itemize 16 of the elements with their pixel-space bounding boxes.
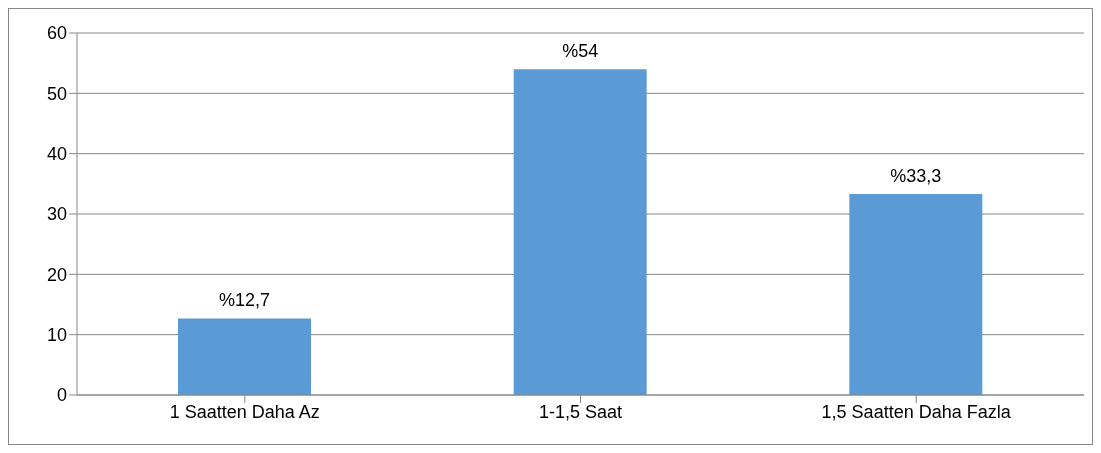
bar xyxy=(513,69,647,395)
x-tick-label: 1-1,5 Saat xyxy=(538,401,623,422)
y-tick-label: 10 xyxy=(46,325,67,346)
data-label: %12,7 xyxy=(218,290,271,311)
data-label: %54 xyxy=(562,41,599,62)
y-tick-label: 0 xyxy=(56,385,67,406)
y-tick-label: 30 xyxy=(46,204,67,225)
bar xyxy=(849,194,983,395)
x-tick-label: 1 Saatten Daha Az xyxy=(169,401,320,422)
y-tick-label: 50 xyxy=(46,83,67,104)
y-tick-label: 20 xyxy=(46,264,67,285)
y-tick-label: 40 xyxy=(46,144,67,165)
bar xyxy=(178,318,311,395)
x-tick-label: 1,5 Saatten Daha Fazla xyxy=(821,401,1012,422)
y-tick-label: 60 xyxy=(46,23,67,44)
data-label: %33,3 xyxy=(890,166,942,187)
